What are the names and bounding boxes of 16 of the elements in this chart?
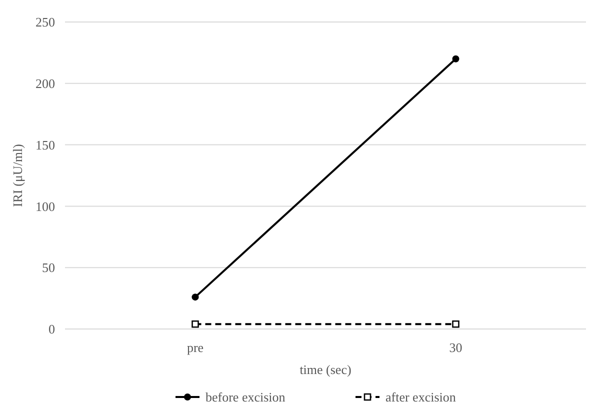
point: [452, 55, 460, 62]
point: [192, 320, 199, 328]
y-tick-label: 150: [36, 137, 55, 152]
point: [452, 320, 460, 328]
legend-label: after excision: [386, 390, 456, 405]
y-tick-label: 100: [36, 198, 55, 214]
x-tick-label: 30: [449, 340, 462, 355]
y-axis-title: IRI (μU/ml): [10, 144, 25, 207]
y-tick-label: 200: [36, 76, 55, 91]
y-tick-label: 50: [42, 260, 55, 276]
legend-label: before excision: [206, 390, 286, 405]
y-tick-label: 250: [36, 14, 55, 30]
x-axis-title: time (sec): [300, 362, 352, 377]
point: [192, 294, 199, 301]
y-tick-label: 0: [48, 322, 55, 337]
x-tick-label: pre: [186, 340, 204, 355]
